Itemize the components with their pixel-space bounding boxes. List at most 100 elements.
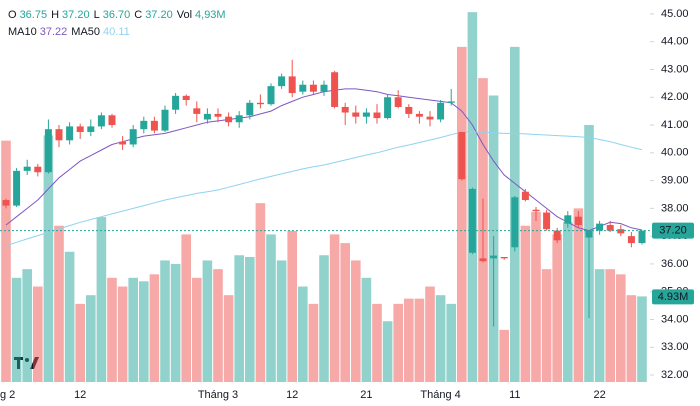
candle-body [182, 95, 190, 101]
volume-bar [276, 260, 287, 382]
candle-body [458, 131, 466, 180]
candle-body [543, 212, 551, 230]
candle-body [331, 72, 339, 107]
candle-body [225, 116, 233, 123]
x-tick-label: Tháng 3 [198, 389, 238, 401]
candle-body [479, 258, 487, 262]
volume-bar [192, 277, 202, 382]
volume-bar [181, 234, 191, 382]
candle-body [426, 116, 434, 120]
volume-bar [107, 277, 117, 382]
last-price-box [652, 222, 694, 239]
volume-bar [393, 303, 403, 382]
y-tick-label: 44.00 [661, 36, 689, 48]
volume-bar [425, 286, 435, 382]
candle-body [55, 129, 63, 141]
volume-bar [520, 225, 531, 382]
legend-value: 37.20 [62, 9, 90, 21]
y-tick-label: 40.00 [661, 147, 689, 159]
legend-key: O [8, 9, 17, 21]
candle-body [553, 230, 561, 241]
volume-bar [414, 298, 425, 382]
candle-body [108, 115, 116, 126]
volume-bar [372, 303, 382, 382]
volume-bar [616, 274, 626, 382]
candle-body [564, 215, 572, 224]
x-tick-label: 21 [360, 389, 372, 401]
volume-bar [202, 260, 213, 382]
candle-body [468, 188, 476, 253]
legend-value: 37.22 [40, 26, 68, 38]
volume-bar [245, 256, 255, 382]
volume-bar [96, 217, 107, 382]
candle-body [437, 102, 445, 120]
candle-body [447, 101, 455, 103]
volume-bar [308, 303, 319, 382]
candle-body [246, 102, 254, 116]
candle-body [214, 113, 222, 117]
candle-body [585, 230, 593, 238]
volume-bar [54, 225, 64, 382]
candle-body [172, 95, 180, 110]
last-volume-box [652, 289, 694, 305]
candle-body [574, 216, 582, 226]
volume-bar [404, 298, 414, 382]
legend-value: 4,93M [195, 9, 226, 21]
candle-body [617, 229, 625, 234]
y-tick-label: 45.00 [661, 8, 689, 20]
candle-body [288, 76, 296, 94]
volume-bar [223, 295, 234, 382]
volume-bar [531, 211, 541, 382]
volume-bar [340, 243, 350, 382]
candle-body [352, 112, 360, 117]
legend-value: 40.11 [103, 26, 130, 38]
legend-key: C [134, 9, 142, 21]
x-tick-label: Tháng 4 [420, 389, 460, 401]
y-tick-label: 39.00 [661, 174, 689, 186]
last-volume-label: 4.93M [658, 291, 689, 303]
candle-body [532, 209, 540, 212]
candle-body [140, 120, 148, 130]
legend-value: 36.75 [20, 9, 48, 21]
candle-body [44, 129, 52, 173]
candle-body [415, 113, 423, 117]
legend: O 36.75 H 37.20 L 36.70 C 37.20 Vol 4,93M [8, 9, 226, 21]
legend-key: H [51, 9, 59, 21]
volume-bar [1, 140, 11, 382]
legend: MA10 37.22 MA50 40.11 [8, 26, 130, 38]
candle-body [596, 223, 604, 231]
volume-bar [149, 274, 160, 382]
candle-body [97, 115, 105, 127]
candle-body [394, 97, 402, 107]
last-price-label: 37.20 [659, 224, 687, 236]
candle-body [13, 170, 21, 206]
volume-bar [234, 255, 244, 382]
candle-body [384, 97, 392, 119]
candle-body [129, 129, 137, 145]
candle-body [119, 141, 127, 145]
candle-body [490, 255, 498, 259]
volume-bar [11, 277, 22, 382]
candle-body [341, 106, 349, 113]
volume-bar [499, 329, 509, 382]
y-tick-label: 41.00 [661, 119, 689, 131]
volume-bar [446, 303, 456, 382]
volume-bar [22, 269, 32, 382]
volume-bar [75, 303, 85, 382]
volume-bar [319, 255, 329, 382]
volume-bar [605, 269, 615, 382]
candle-body [193, 108, 201, 114]
candle-body [235, 115, 243, 123]
y-tick-label: 34.00 [661, 313, 689, 325]
legend-key: Vol [177, 9, 192, 21]
volume-bar [626, 295, 637, 382]
candle-body [511, 197, 519, 248]
x-tick-label: 12 [286, 389, 298, 401]
volume-bar [594, 269, 605, 382]
volume-bar [329, 234, 340, 382]
volume-bar [128, 277, 138, 382]
candle-body [373, 112, 381, 119]
candle-body [638, 230, 646, 244]
candle-body [521, 191, 529, 201]
